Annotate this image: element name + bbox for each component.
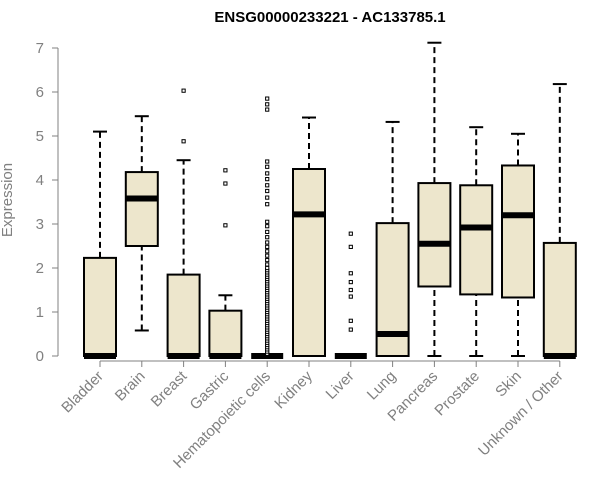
outlier-point xyxy=(348,271,353,276)
x-tick-label: Prostate xyxy=(431,368,483,420)
box-iqr xyxy=(542,241,577,357)
y-axis: 0 1 2 3 4 5 6 7 xyxy=(36,40,59,365)
x-tick-label: Liver xyxy=(323,368,358,403)
box-iqr xyxy=(501,164,535,299)
x-tick-label: Bladder xyxy=(58,368,107,417)
plot-area xyxy=(83,41,577,359)
box-gastric xyxy=(208,168,243,359)
outlier-point xyxy=(265,102,270,107)
box-iqr xyxy=(166,273,201,358)
y-tick-label: 2 xyxy=(36,260,44,277)
outlier-point xyxy=(265,195,270,200)
box-breast xyxy=(166,88,201,359)
outlier-point xyxy=(265,265,270,271)
outlier-point xyxy=(265,171,270,176)
outlier-point xyxy=(348,327,353,332)
y-tick-label: 0 xyxy=(36,348,44,365)
outlier-point xyxy=(265,235,270,240)
box-bladder xyxy=(83,130,117,359)
box-brain xyxy=(124,115,159,332)
y-tick-label: 4 xyxy=(36,172,44,189)
outlier-point xyxy=(348,231,353,236)
box-unknown-other xyxy=(542,83,577,359)
outlier-point xyxy=(265,229,270,235)
box-iqr xyxy=(417,182,452,288)
outlier-point xyxy=(223,168,228,173)
y-axis-label: Expression xyxy=(0,163,16,237)
outlier-point xyxy=(348,244,353,249)
outlier-point xyxy=(181,88,186,93)
box-lung xyxy=(375,120,410,357)
x-tick-label: Breast xyxy=(148,367,191,410)
box-hematopoietic-cells xyxy=(251,96,284,359)
outlier-point xyxy=(265,240,270,245)
x-tick-label: Skin xyxy=(492,368,525,401)
box-liver xyxy=(334,231,367,359)
box-skin xyxy=(501,132,535,357)
box-iqr xyxy=(459,184,494,296)
box-iqr xyxy=(83,256,117,358)
x-tick-label: Kidney xyxy=(271,367,316,412)
box-prostate xyxy=(459,126,494,357)
outlier-point xyxy=(265,183,270,188)
outlier-point xyxy=(265,257,270,263)
x-tick-label: Brain xyxy=(112,368,149,405)
outlier-point xyxy=(265,202,270,207)
box-iqr xyxy=(208,309,243,357)
outlier-point xyxy=(265,262,270,267)
box-iqr xyxy=(292,168,326,357)
outlier-point xyxy=(265,219,270,224)
box-pancreas xyxy=(417,41,452,357)
outlier-point xyxy=(265,159,270,164)
outlier-point xyxy=(181,139,186,144)
outlier-point xyxy=(265,188,270,194)
outlier-point xyxy=(265,177,270,182)
outlier-point xyxy=(223,223,228,228)
y-tick-label: 5 xyxy=(36,128,44,145)
y-tick-label: 6 xyxy=(36,84,44,101)
outlier-point xyxy=(265,244,270,249)
box-kidney xyxy=(292,116,326,357)
outlier-point xyxy=(265,96,270,101)
y-tick-label: 7 xyxy=(36,40,44,57)
outlier-point xyxy=(223,181,228,186)
outlier-point xyxy=(265,253,270,258)
outlier-point xyxy=(348,287,353,293)
y-tick-label: 1 xyxy=(36,304,44,321)
outlier-point xyxy=(348,279,353,285)
outlier-point xyxy=(265,224,270,229)
x-tick-label: Lung xyxy=(364,368,400,404)
outlier-point xyxy=(265,164,270,169)
box-iqr xyxy=(124,171,159,247)
outlier-point xyxy=(265,249,270,254)
outlier-point xyxy=(348,294,353,299)
y-tick-label: 3 xyxy=(36,216,44,233)
outlier-point xyxy=(265,107,270,112)
chart-title: ENSG00000233221 - AC133785.1 xyxy=(214,9,445,26)
outlier-point xyxy=(348,318,353,323)
